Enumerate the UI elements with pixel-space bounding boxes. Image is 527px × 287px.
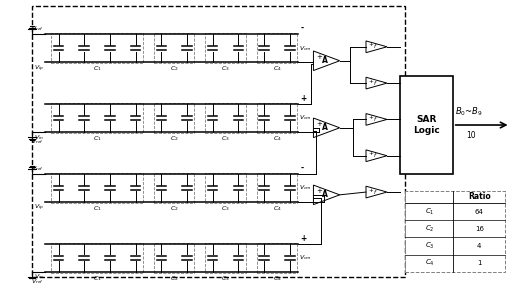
Text: f: f bbox=[374, 153, 376, 158]
Text: $V_{in}$: $V_{in}$ bbox=[34, 133, 44, 142]
Bar bbox=[206, 33, 246, 63]
Text: $C_{1}$: $C_{1}$ bbox=[93, 64, 101, 73]
Text: $V_{cm}$: $V_{cm}$ bbox=[299, 114, 312, 123]
Text: $V_{cm}$: $V_{cm}$ bbox=[299, 44, 312, 53]
Text: $C_{3}$: $C_{3}$ bbox=[221, 274, 230, 282]
Text: +: + bbox=[300, 94, 307, 103]
Bar bbox=[257, 33, 297, 63]
Text: $C_{4}$: $C_{4}$ bbox=[425, 258, 434, 268]
Text: +: + bbox=[368, 151, 373, 156]
Text: Ratio: Ratio bbox=[468, 192, 491, 201]
Text: +: + bbox=[368, 79, 373, 84]
Text: $C_{3}$: $C_{3}$ bbox=[221, 134, 230, 143]
Text: $V_{ref}$: $V_{ref}$ bbox=[31, 24, 44, 33]
Text: $V_{ref}$: $V_{ref}$ bbox=[31, 164, 44, 172]
Text: A: A bbox=[322, 56, 328, 65]
Text: $C_{3}$: $C_{3}$ bbox=[221, 204, 230, 213]
Text: $C_{1}$: $C_{1}$ bbox=[93, 204, 101, 213]
Text: 1: 1 bbox=[477, 260, 482, 266]
Bar bbox=[206, 173, 246, 203]
Text: f: f bbox=[374, 117, 376, 122]
Text: $V_{ref}$: $V_{ref}$ bbox=[31, 137, 44, 146]
Text: $V_{ip}$: $V_{ip}$ bbox=[34, 63, 44, 74]
Bar bbox=[51, 173, 143, 203]
Text: $C_{1}$: $C_{1}$ bbox=[93, 274, 101, 282]
Bar bbox=[257, 243, 297, 273]
Bar bbox=[154, 103, 194, 133]
Bar bbox=[400, 76, 453, 174]
Text: SAR
Logic: SAR Logic bbox=[413, 115, 440, 135]
Text: $C_{2}$: $C_{2}$ bbox=[170, 204, 179, 213]
Text: 64: 64 bbox=[475, 209, 484, 215]
Text: +: + bbox=[300, 234, 307, 243]
Text: +: + bbox=[368, 188, 373, 193]
Text: $V_{cm}$: $V_{cm}$ bbox=[299, 253, 312, 262]
Text: +: + bbox=[317, 55, 323, 60]
Text: f: f bbox=[374, 44, 376, 49]
Text: +: + bbox=[317, 189, 323, 195]
Bar bbox=[51, 33, 143, 63]
Bar bbox=[206, 103, 246, 133]
Text: f: f bbox=[374, 189, 376, 195]
Text: $C_{1}$: $C_{1}$ bbox=[93, 134, 101, 143]
Text: +: + bbox=[317, 121, 323, 127]
Bar bbox=[206, 243, 246, 273]
Text: f: f bbox=[374, 81, 376, 86]
Text: +: + bbox=[368, 42, 373, 47]
Text: $C_{3}$: $C_{3}$ bbox=[221, 64, 230, 73]
Text: 16: 16 bbox=[475, 226, 484, 232]
Text: -: - bbox=[300, 164, 304, 173]
Text: -: - bbox=[300, 24, 304, 33]
Text: A: A bbox=[322, 190, 328, 199]
Bar bbox=[51, 103, 143, 133]
Text: $C_{3}$: $C_{3}$ bbox=[425, 241, 434, 251]
Bar bbox=[405, 191, 505, 272]
Text: 4: 4 bbox=[477, 243, 482, 249]
Text: $C_{2}$: $C_{2}$ bbox=[170, 64, 179, 73]
Text: $V_{cm}$: $V_{cm}$ bbox=[299, 183, 312, 192]
Text: $B_0$~$B_9$: $B_0$~$B_9$ bbox=[455, 106, 483, 118]
Text: 10: 10 bbox=[466, 131, 476, 139]
Bar bbox=[257, 173, 297, 203]
Text: $C_{1}$: $C_{1}$ bbox=[425, 207, 434, 217]
Bar bbox=[32, 6, 405, 277]
Text: $C_{4}$: $C_{4}$ bbox=[272, 64, 281, 73]
Text: $V_{ref}$: $V_{ref}$ bbox=[31, 277, 44, 286]
Bar bbox=[154, 33, 194, 63]
Bar bbox=[257, 103, 297, 133]
Text: A: A bbox=[322, 123, 328, 132]
Bar bbox=[51, 243, 143, 273]
Text: $V_{in}$: $V_{in}$ bbox=[34, 273, 44, 282]
Text: +: + bbox=[368, 115, 373, 120]
Text: $C_{4}$: $C_{4}$ bbox=[272, 204, 281, 213]
Text: $C_{2}$: $C_{2}$ bbox=[425, 224, 434, 234]
Text: $C_{4}$: $C_{4}$ bbox=[272, 274, 281, 282]
Text: $V_{ip}$: $V_{ip}$ bbox=[34, 203, 44, 214]
Text: $C_{2}$: $C_{2}$ bbox=[170, 134, 179, 143]
Bar bbox=[154, 243, 194, 273]
Text: $C_{2}$: $C_{2}$ bbox=[170, 274, 179, 282]
Bar bbox=[154, 173, 194, 203]
Text: $C_{4}$: $C_{4}$ bbox=[272, 134, 281, 143]
